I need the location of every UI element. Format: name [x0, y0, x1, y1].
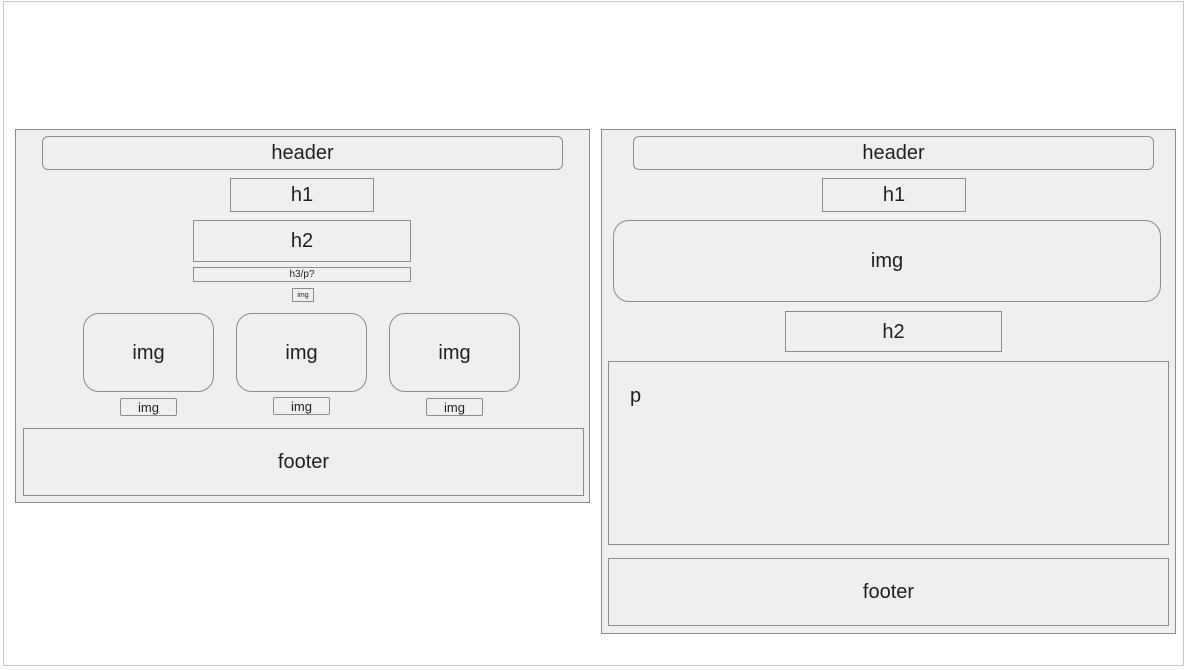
right-p-label: p — [630, 385, 642, 407]
left-card-3-caption-label: img — [444, 399, 465, 415]
left-h1-box: h1 — [230, 178, 374, 212]
left-header-box: header — [42, 136, 563, 170]
right-p-box: p — [608, 361, 1169, 545]
left-h3p-box: h3/p? — [193, 267, 411, 282]
left-card-3-img-box: img — [389, 313, 520, 392]
right-header-label: header — [862, 142, 925, 164]
left-h2-label: h2 — [290, 230, 314, 252]
left-card-1-img-label: img — [132, 341, 165, 364]
left-card-2-img-label: img — [285, 341, 318, 364]
left-h3p-label: h3/p? — [289, 268, 315, 280]
left-small-img-label: img — [297, 291, 309, 299]
left-card-3-caption-box: img — [426, 398, 483, 416]
right-h1-box: h1 — [822, 178, 966, 212]
right-img-box: img — [613, 220, 1161, 302]
left-card-1-img-box: img — [83, 313, 214, 392]
right-footer-box: footer — [608, 558, 1169, 626]
right-h2-box: h2 — [785, 311, 1002, 352]
left-footer-label: footer — [277, 451, 330, 473]
right-header-box: header — [633, 136, 1154, 170]
right-footer-label: footer — [862, 581, 915, 603]
right-h2-label: h2 — [882, 320, 905, 343]
left-footer-box: footer — [23, 428, 584, 496]
left-header-label: header — [271, 142, 334, 164]
left-card-2-caption-label: img — [291, 398, 312, 414]
right-img-label: img — [870, 250, 904, 272]
left-h1-label: h1 — [290, 184, 314, 206]
left-card-1-caption-label: img — [138, 399, 159, 415]
left-small-img-box: img — [292, 288, 314, 302]
right-h1-label: h1 — [882, 184, 906, 206]
left-card-3-img-label: img — [438, 341, 471, 364]
left-h2-box: h2 — [193, 220, 411, 262]
left-card-1-caption-box: img — [120, 398, 177, 416]
left-card-2-img-box: img — [236, 313, 367, 392]
left-card-2-caption-box: img — [273, 397, 330, 415]
